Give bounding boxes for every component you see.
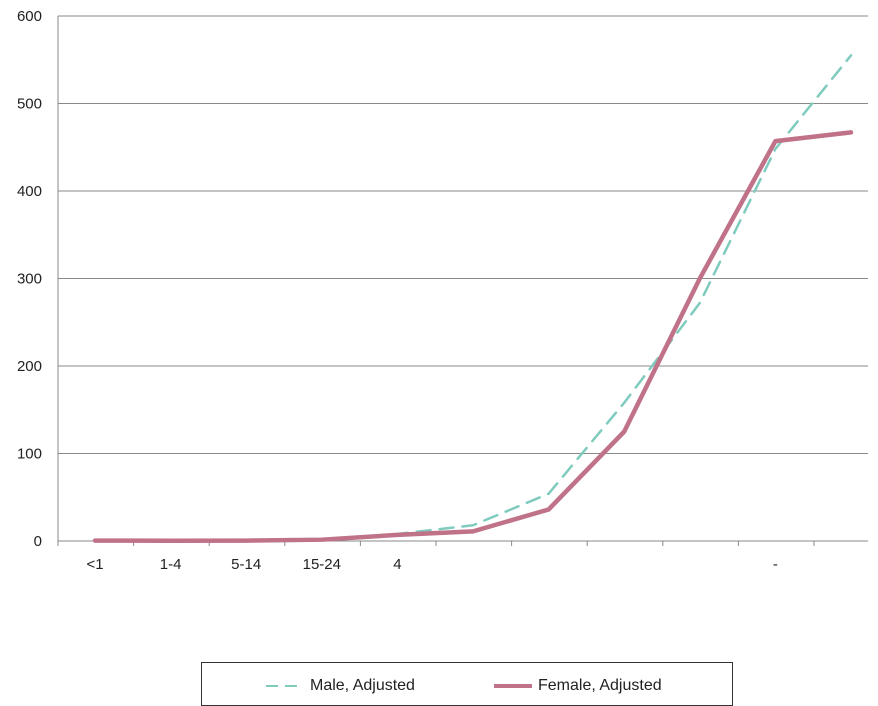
y-tick-label: 0 xyxy=(34,533,42,550)
legend-label-male: Male, Adjusted xyxy=(310,677,415,695)
y-tick-label: 500 xyxy=(17,96,42,113)
y-tick-label: 300 xyxy=(17,271,42,288)
legend-label-female: Female, Adjusted xyxy=(538,677,662,695)
y-axis: 0 100 200 300 400 500 600 xyxy=(17,8,58,550)
y-tick-label: 400 xyxy=(17,183,42,200)
series-lines xyxy=(95,55,851,540)
x-tick-label: <1 xyxy=(86,556,103,573)
x-tick-label: 15-24 xyxy=(303,556,341,573)
legend-swatch-female xyxy=(494,682,532,690)
x-tick-label: 4 xyxy=(393,556,401,573)
y-tick-label: 200 xyxy=(17,358,42,375)
line-chart: 0 100 200 300 400 500 600 <1 1-4 5-14 15-24 4 - xyxy=(0,0,878,660)
x-tick-label: 5-14 xyxy=(231,556,261,573)
legend-item-male: Male, Adjusted xyxy=(266,677,415,695)
legend: Male, Adjusted Female, Adjusted xyxy=(201,662,733,706)
x-tick-label: - xyxy=(773,556,778,573)
y-tick-label: 600 xyxy=(17,8,42,25)
x-axis: <1 1-4 5-14 15-24 4 - xyxy=(58,541,878,573)
series-line-male xyxy=(95,55,851,540)
legend-item-female: Female, Adjusted xyxy=(494,677,662,695)
x-tick-label: 1-4 xyxy=(160,556,182,573)
series-line-female xyxy=(95,132,851,540)
gridlines xyxy=(58,16,868,541)
y-tick-label: 100 xyxy=(17,446,42,463)
legend-swatch-male xyxy=(266,682,304,690)
